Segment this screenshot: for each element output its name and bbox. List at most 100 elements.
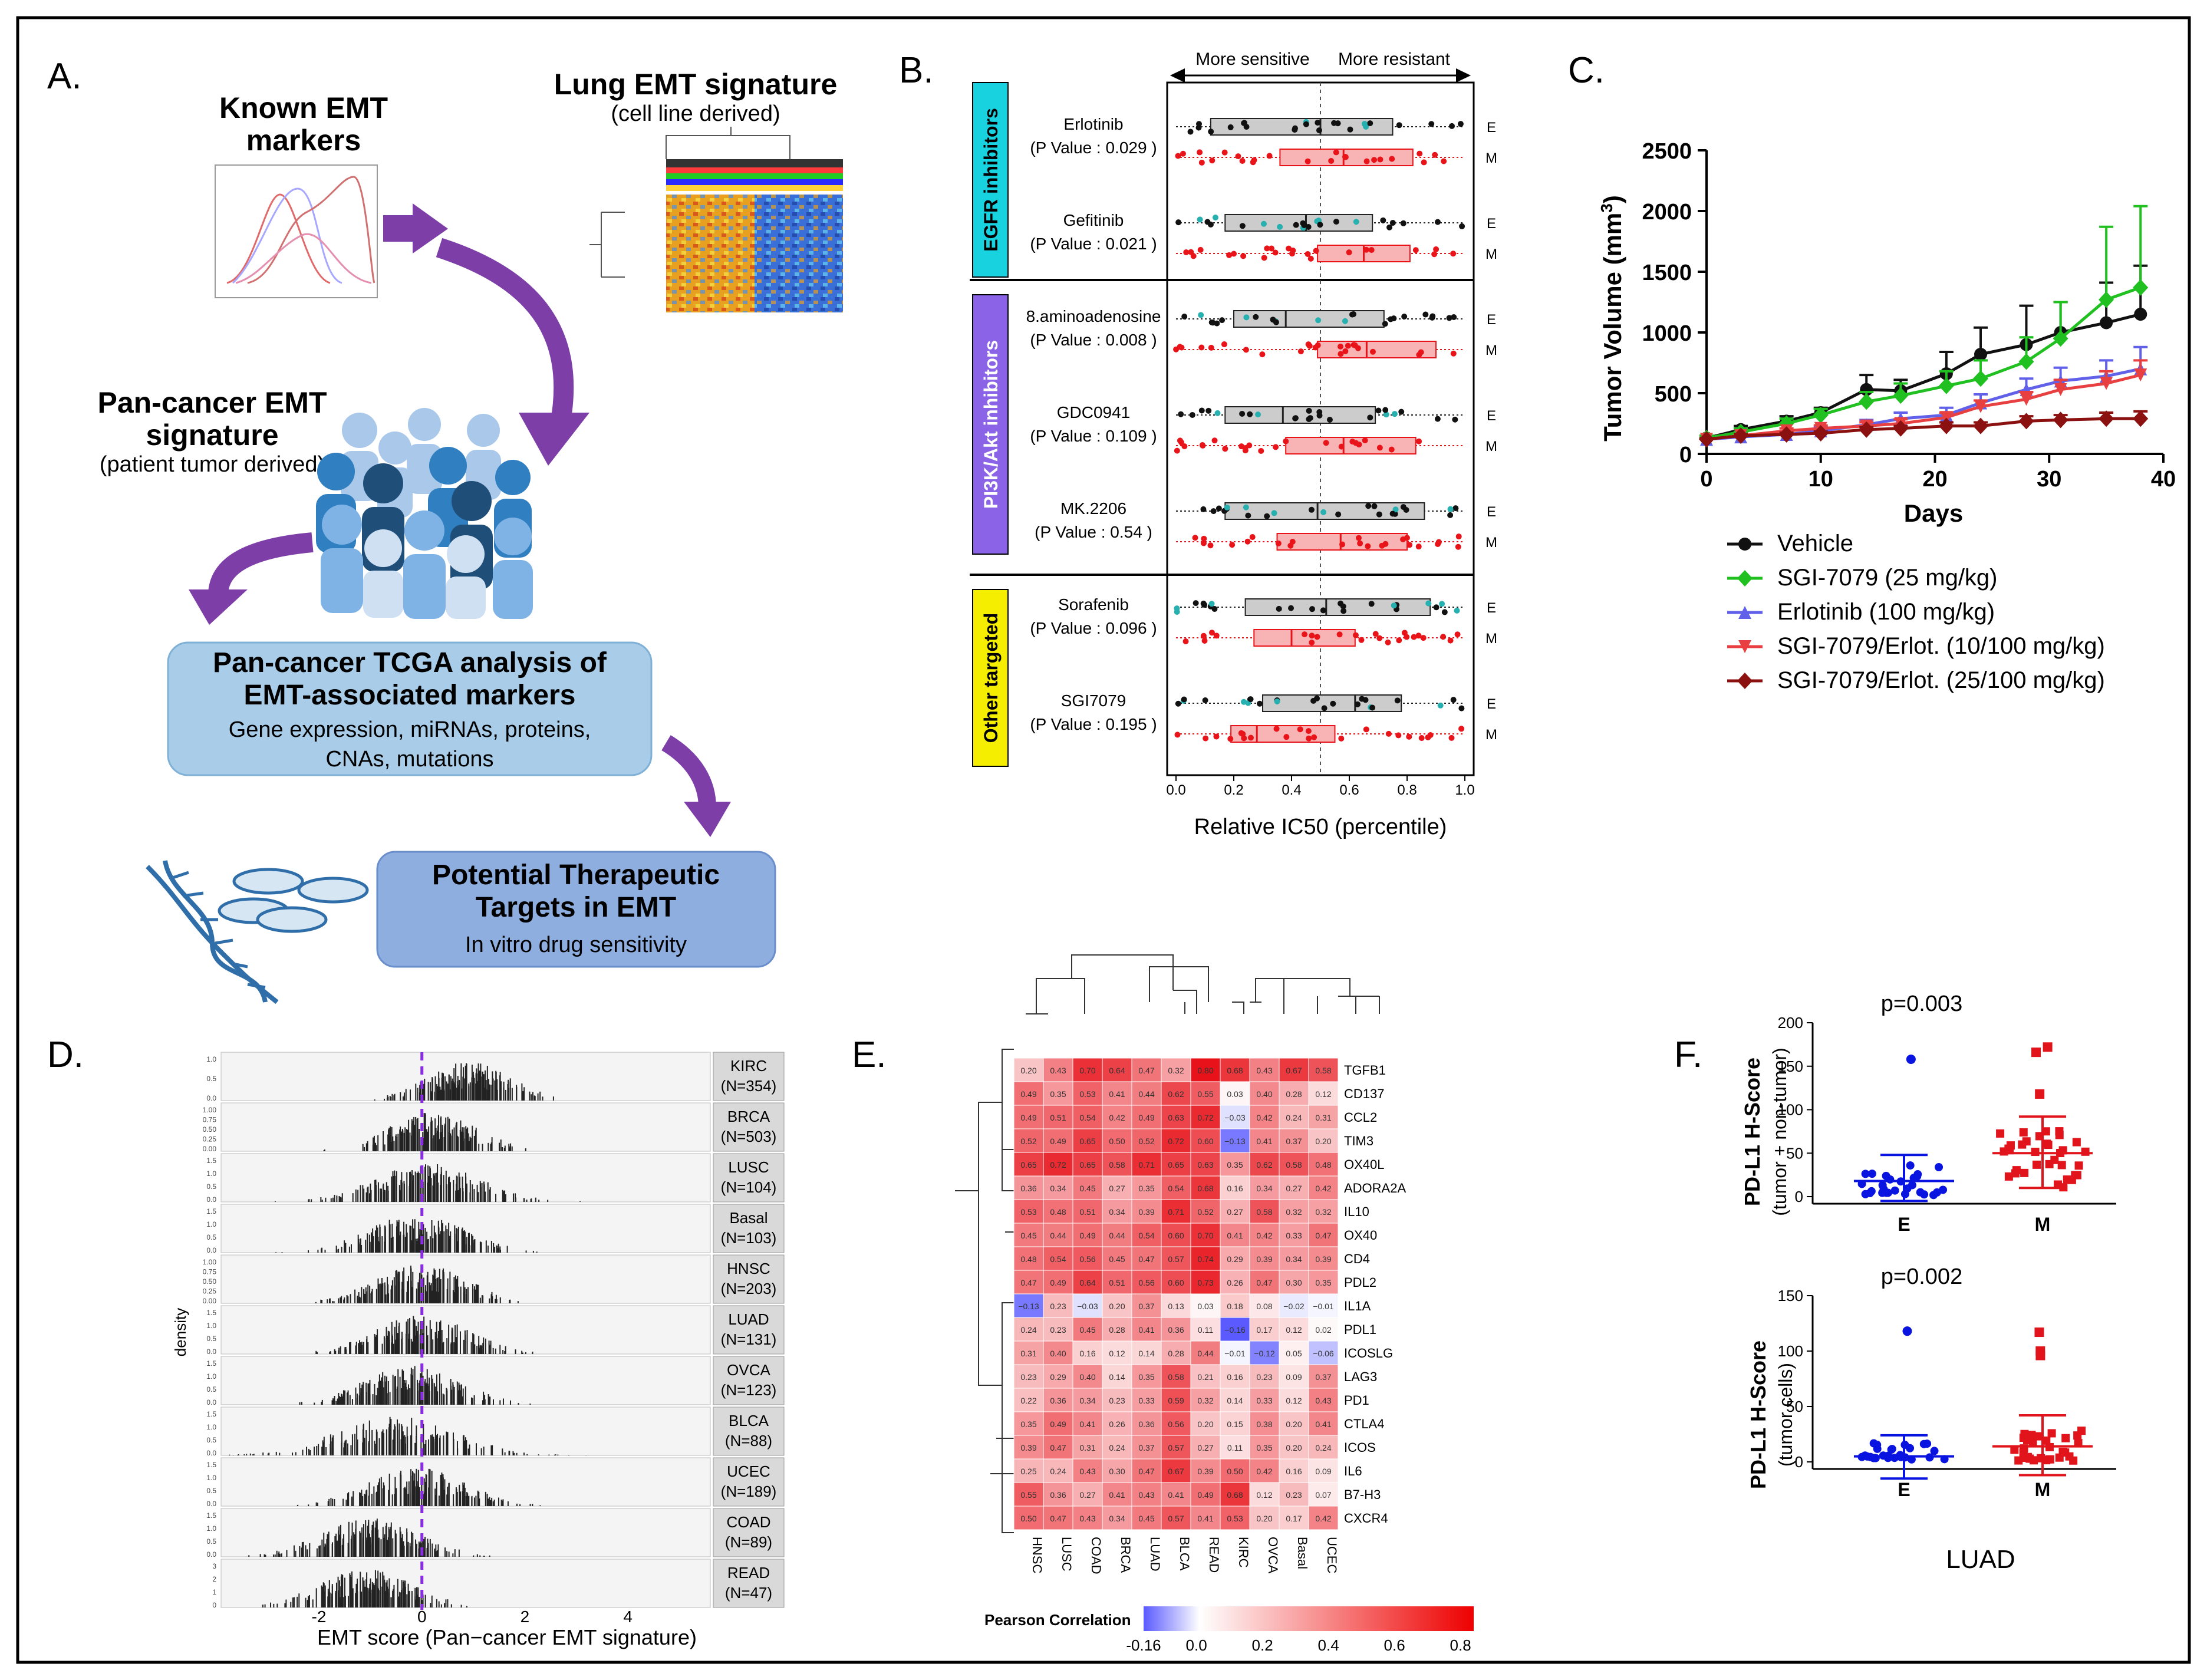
heat-cell [1308, 1364, 1339, 1389]
heat-cell-value: 0.32 [1197, 1396, 1213, 1405]
cell-line-point [1271, 510, 1277, 516]
tcga-title-2: EMT-associated markers [244, 680, 576, 711]
heat-cell [1308, 1458, 1339, 1483]
e-dendrograms [955, 954, 1380, 1533]
cell-line-point [1342, 318, 1348, 324]
series-point [1893, 420, 1909, 437]
d-y-tick-label: 1.0 [206, 1170, 216, 1178]
drug-p-value: (P Value : 0.195 ) [1030, 715, 1157, 733]
group-tag: E [1487, 696, 1496, 712]
cell-line-point [1283, 734, 1290, 740]
d-y-tick-label: 0.5 [206, 1075, 216, 1083]
heat-row-label: CCL2 [1344, 1110, 1377, 1125]
heat-cell-value: 0.42 [1256, 1113, 1272, 1122]
panel-f: F. PD-L1 H-Score (tumor + non-tumor) PD-… [1674, 991, 2116, 1574]
cell-line-point [1231, 251, 1237, 257]
heat-cell-value: 0.23 [1109, 1396, 1125, 1405]
lung-emt-subtitle: (cell line derived) [611, 101, 780, 126]
cell-line-point [1367, 120, 1373, 127]
heat-cell-value: 0.45 [1020, 1231, 1036, 1240]
sample-point [1903, 1184, 1912, 1193]
cell-line-point [1221, 149, 1228, 156]
heat-cell-value: 0.13 [1168, 1302, 1184, 1311]
strip-label-box [713, 1305, 785, 1355]
drug-name: Erlotinib [1063, 115, 1123, 133]
sample-point [2072, 1138, 2081, 1147]
cell-line-point [1315, 317, 1322, 324]
cell-line-point [1273, 319, 1279, 325]
heat-col-label: Basal [1295, 1537, 1310, 1569]
d-x-tick-label: 4 [623, 1607, 633, 1626]
cell-line-point [1411, 634, 1417, 640]
cancer-name: COAD [726, 1513, 770, 1531]
heat-cell-value: −0.13 [1018, 1302, 1039, 1311]
panel-d-label: D. [47, 1035, 84, 1075]
group-tag: E [1487, 504, 1496, 520]
sample-point [1906, 1444, 1915, 1452]
heat-cell-value: 0.44 [1109, 1231, 1125, 1240]
heat-cell-value: 0.50 [1020, 1514, 1036, 1523]
c-ylabel-sup: 3 [1597, 203, 1616, 213]
panel-e: E. 0.20 0.43 0.70 0.64 0.47 0.32 0.80 0.68 0.43 0… [852, 954, 1474, 1654]
cell-line-point [1376, 444, 1383, 451]
f-category-label: E [1898, 1479, 1910, 1500]
heat-cell-value: 0.11 [1227, 1443, 1243, 1452]
curved-arrow-down-icon [661, 735, 716, 808]
heat-cell-value: 0.49 [1050, 1419, 1066, 1429]
d-y-tick-label: 1.00 [203, 1258, 217, 1266]
heat-row-label: PDL2 [1344, 1275, 1376, 1290]
b-tick-label: 0.6 [1339, 782, 1359, 798]
c-y-tick-label: 1500 [1642, 261, 1692, 285]
heat-cell [1072, 1105, 1103, 1129]
cancer-name: KIRC [730, 1057, 767, 1075]
heat-cell-value: 0.33 [1286, 1231, 1302, 1240]
d-ticks: -2 0 2 4 [312, 1607, 633, 1626]
strip-label-box [713, 1457, 785, 1507]
heat-cell-value: 0.47 [1020, 1278, 1036, 1287]
heat-cell-value: 0.24 [1109, 1443, 1125, 1452]
heat-row-label: IL1A [1344, 1299, 1371, 1313]
cell-line-point [1447, 506, 1454, 512]
sample-point [2050, 1155, 2059, 1164]
cell-line-point [1446, 315, 1452, 321]
series-point [1938, 417, 1954, 434]
heat-cell [1013, 1482, 1044, 1507]
heat-cell-value: 0.35 [1050, 1089, 1066, 1099]
heat-cell-value: 0.48 [1020, 1254, 1036, 1264]
cell-line-point [1302, 631, 1308, 638]
cell-line-point [1338, 343, 1344, 350]
cell-line-point [1315, 120, 1321, 126]
heat-cell [1161, 1458, 1191, 1483]
heat-cell-value: 0.52 [1138, 1137, 1154, 1146]
group-tag: M [1485, 246, 1497, 262]
heat-cell-value: 0.49 [1050, 1137, 1066, 1146]
strip-label-box [713, 1508, 785, 1557]
heat-cell [1249, 1246, 1280, 1271]
heat-cell-value: 0.45 [1138, 1514, 1154, 1523]
cell-line-point [1182, 638, 1189, 644]
heat-cell [1043, 1246, 1073, 1271]
group-tag: M [1485, 727, 1497, 743]
heat-cell [1013, 1081, 1044, 1106]
cell-line-point [1330, 700, 1336, 707]
series-4 [1699, 410, 2149, 448]
cell-line-point [1212, 215, 1218, 221]
cell-line-point [1441, 609, 1448, 615]
cell-line-point [1240, 253, 1247, 259]
c-x-tick-label: 30 [2037, 467, 2061, 492]
cell-line-point [1303, 121, 1309, 127]
series-1 [1699, 205, 2149, 447]
series-point [1699, 431, 1714, 448]
f-y-tick-label: 200 [1778, 1014, 1803, 1032]
f-p-value: p=0.003 [1881, 991, 1962, 1016]
sample-point [2067, 1175, 2076, 1184]
cell-line-point [1274, 698, 1280, 704]
cell-line-point [1198, 407, 1205, 414]
heat-cell-value: 0.49 [1079, 1231, 1095, 1240]
cell-line-point [1264, 513, 1270, 519]
cell-line-point [1395, 732, 1402, 739]
series-point [2099, 291, 2114, 308]
heat-cell [1131, 1199, 1162, 1224]
heat-cell [1102, 1199, 1132, 1224]
